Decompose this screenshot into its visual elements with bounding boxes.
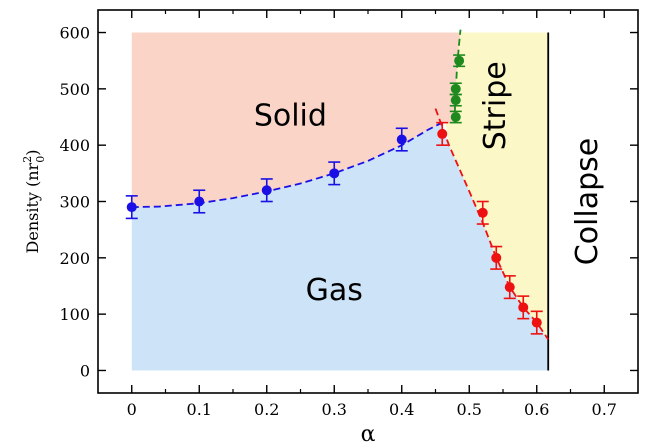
y-tick-label: 300 xyxy=(59,193,90,212)
marker xyxy=(518,302,529,313)
y-axis-title-sub: 0 xyxy=(34,156,47,163)
data-point-series-1 xyxy=(125,195,138,220)
data-point-series-1 xyxy=(193,189,206,214)
data-point-series-1 xyxy=(395,127,408,152)
data-point-series-2 xyxy=(490,245,503,270)
data-point-series-2 xyxy=(476,200,489,225)
marker xyxy=(261,185,272,196)
x-tick-label: 0.7 xyxy=(592,400,617,419)
solid-region xyxy=(131,29,462,208)
data-point-series-2 xyxy=(530,310,543,335)
fit-line-series-3 xyxy=(453,29,462,123)
fit-line-series-1 xyxy=(131,121,443,208)
data-point-series-3 xyxy=(453,54,466,68)
y-tick-label: 200 xyxy=(59,249,90,268)
data-points xyxy=(125,54,543,335)
x-tick-label: 0.5 xyxy=(457,400,482,419)
x-tick-labels: 0 0.1 0.2 0.3 0.4 0.5 0.6 0.7 xyxy=(127,400,617,419)
fit-line-series-2 xyxy=(434,108,549,341)
x-tick-label: 0 xyxy=(127,400,137,419)
marker xyxy=(531,317,542,328)
data-point-series-3 xyxy=(449,110,462,124)
region-label-collapse: Collapse xyxy=(570,138,605,266)
region-labels: Solid Gas Stripe Collapse xyxy=(254,61,605,308)
y-tick-label: 100 xyxy=(59,305,90,324)
x-tick-label: 0.3 xyxy=(322,400,347,419)
x-tick-label: 0.6 xyxy=(524,400,549,419)
fit-lines xyxy=(131,29,549,341)
x-tick-label: 0.1 xyxy=(187,400,212,419)
region-label-gas: Gas xyxy=(306,273,363,308)
data-point-series-2 xyxy=(436,121,449,146)
marker xyxy=(126,202,137,213)
y-tick-label: 400 xyxy=(59,136,90,155)
marker xyxy=(450,112,461,123)
data-point-series-1 xyxy=(260,178,273,203)
axis-ticks xyxy=(98,10,638,393)
marker xyxy=(450,83,461,94)
region-label-stripe: Stripe xyxy=(478,61,513,150)
data-point-series-1 xyxy=(328,161,341,186)
data-point-series-2 xyxy=(503,275,516,300)
y-tick-label: 500 xyxy=(59,80,90,99)
gas-region xyxy=(131,119,549,371)
marker xyxy=(491,252,502,263)
y-axis-title-close: ) xyxy=(23,150,42,156)
x-axis-title: α xyxy=(361,422,376,445)
marker xyxy=(329,168,340,179)
marker xyxy=(194,196,205,207)
marker xyxy=(437,128,448,139)
marker xyxy=(450,95,461,106)
y-axis-title-main: Density (nr xyxy=(23,162,42,253)
data-point-series-3 xyxy=(449,82,462,96)
marker xyxy=(477,207,488,218)
marker xyxy=(396,134,407,145)
phase-regions xyxy=(131,29,550,371)
y-axis-title: Density (nr20) xyxy=(21,150,47,254)
y-tick-label: 600 xyxy=(59,24,90,43)
marker xyxy=(504,282,515,293)
data-point-series-2 xyxy=(517,295,530,320)
marker xyxy=(454,55,465,66)
x-tick-label: 0.4 xyxy=(389,400,414,419)
y-tick-labels: 0 100 200 300 400 500 600 xyxy=(59,24,90,381)
region-label-solid: Solid xyxy=(254,99,327,134)
stripe-region xyxy=(445,29,549,340)
y-tick-label: 0 xyxy=(80,361,90,380)
y-axis-title-sup: 2 xyxy=(21,156,34,163)
x-tick-label: 0.2 xyxy=(254,400,279,419)
